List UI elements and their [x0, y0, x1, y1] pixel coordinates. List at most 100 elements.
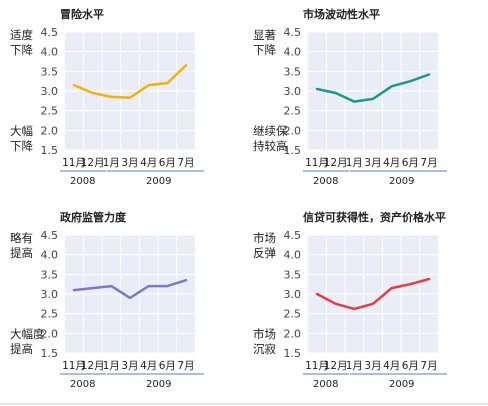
data-point	[390, 287, 393, 289]
y-tick-label: 4.0	[41, 249, 59, 262]
data-point	[428, 73, 430, 76]
annotation-bottom: 大幅	[10, 124, 33, 138]
annotation-top: 反弹	[253, 246, 276, 260]
y-tick-label: 4.5	[284, 229, 302, 242]
chart-title: 政府监管力度	[60, 210, 127, 224]
chart-panel-1: 冒险水平4.54.03.53.02.52.01.5适度下降大幅下降11月12月1…	[10, 7, 204, 187]
x-tick-label: 11月	[305, 157, 329, 169]
annotation-top: 略有	[10, 231, 33, 245]
x-tick-label: 1月	[103, 157, 120, 169]
data-point	[129, 297, 131, 299]
data-point	[390, 85, 393, 88]
y-tick-label: 2.0	[41, 327, 59, 340]
year-label: 2008	[70, 379, 95, 390]
x-tick-label: 3月	[121, 360, 138, 372]
x-tick-label: 11月	[62, 157, 86, 169]
x-tick-label: 11月	[62, 360, 86, 372]
x-tick-label: 4月	[383, 157, 400, 169]
y-tick-label: 4.0	[284, 249, 302, 262]
y-tick-label: 2.5	[41, 308, 59, 321]
data-point	[110, 285, 113, 287]
data-point	[428, 278, 430, 280]
annotation-bottom: 继续保	[253, 124, 288, 138]
chart-title: 冒险水平	[60, 7, 104, 21]
chart-panel-4: 信贷可获得性，资产价格水平4.54.03.53.02.52.01.5市场反弹市场…	[253, 210, 447, 390]
annotation-bottom: 提高	[10, 342, 33, 356]
x-tick-label: 4月	[140, 157, 157, 169]
x-tick-label: 7月	[177, 360, 194, 372]
data-point	[185, 64, 187, 67]
x-tick-label: 4月	[140, 360, 157, 372]
y-tick-label: 2.0	[41, 124, 59, 137]
data-point	[147, 84, 150, 86]
data-point	[110, 96, 113, 98]
annotation-bottom: 下降	[10, 139, 33, 153]
data-point	[91, 287, 94, 289]
y-tick-label: 3.0	[41, 85, 59, 98]
data-point	[147, 285, 150, 287]
x-tick-label: 7月	[420, 360, 437, 372]
year-label: 2009	[146, 379, 171, 390]
year-label: 2009	[146, 176, 171, 187]
y-tick-label: 2.5	[284, 105, 302, 118]
year-label: 2009	[389, 379, 414, 390]
y-tick-label: 3.5	[41, 268, 59, 281]
y-tick-label: 4.5	[41, 229, 59, 242]
data-point	[73, 289, 75, 291]
annotation-top: 提高	[10, 246, 33, 260]
x-tick-label: 12月	[81, 360, 105, 372]
x-tick-label: 11月	[305, 360, 329, 372]
year-label: 2008	[313, 176, 338, 187]
y-tick-label: 2.5	[41, 105, 59, 118]
y-tick-label: 3.0	[41, 288, 59, 301]
x-tick-label: 12月	[81, 157, 105, 169]
x-tick-label: 7月	[420, 157, 437, 169]
data-point	[316, 293, 318, 295]
chart-title: 信贷可获得性，资产价格水平	[303, 210, 446, 224]
annotation-bottom: 持较高	[253, 139, 288, 153]
annotation-bottom: 市场	[253, 327, 276, 341]
data-point	[372, 98, 374, 100]
data-point	[91, 92, 94, 94]
year-label: 2009	[389, 176, 414, 187]
annotation-bottom: 大幅度	[10, 327, 45, 341]
y-tick-label: 3.5	[284, 65, 302, 78]
x-tick-label: 7月	[177, 157, 194, 169]
chart-panel-3: 政府监管力度4.54.03.53.02.52.01.5略有提高大幅度提高11月1…	[10, 210, 204, 390]
data-point	[166, 82, 169, 84]
y-tick-label: 1.5	[284, 144, 302, 157]
data-point	[129, 96, 131, 99]
x-tick-label: 4月	[383, 360, 400, 372]
x-tick-label: 6月	[402, 157, 419, 169]
y-tick-label: 1.5	[41, 347, 59, 360]
y-tick-label: 3.5	[284, 268, 302, 281]
annotation-bottom: 沉寂	[253, 342, 276, 356]
annotation-top: 下降	[10, 43, 33, 57]
data-point	[185, 279, 187, 282]
x-tick-label: 6月	[159, 360, 176, 372]
data-point	[334, 303, 337, 305]
y-tick-label: 3.0	[284, 85, 302, 98]
year-label: 2008	[70, 176, 95, 187]
x-tick-label: 6月	[159, 157, 176, 169]
x-tick-label: 1月	[346, 360, 363, 372]
x-tick-label: 1月	[103, 360, 120, 372]
data-point	[166, 285, 169, 287]
annotation-top: 显著	[253, 28, 276, 42]
data-point	[334, 92, 337, 94]
y-tick-label: 2.0	[284, 327, 302, 340]
data-point	[353, 100, 356, 103]
y-tick-label: 3.5	[41, 65, 59, 78]
data-point	[316, 88, 318, 90]
y-tick-label: 4.5	[284, 26, 302, 39]
data-point	[409, 80, 412, 82]
x-tick-label: 3月	[121, 157, 138, 169]
chart-title: 市场波动性水平	[303, 7, 380, 21]
annotation-top: 下降	[253, 43, 276, 57]
y-tick-label: 2.5	[284, 308, 302, 321]
y-tick-label: 1.5	[284, 347, 302, 360]
x-tick-label: 3月	[364, 157, 381, 169]
x-tick-label: 12月	[324, 157, 348, 169]
